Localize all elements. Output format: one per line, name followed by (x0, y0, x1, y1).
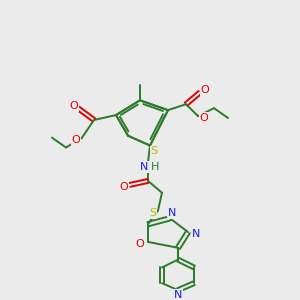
Text: O: O (136, 239, 144, 249)
Text: N: N (140, 162, 148, 172)
Text: H: H (151, 162, 159, 172)
Text: O: O (120, 182, 128, 192)
Text: N: N (168, 208, 176, 218)
Text: O: O (70, 101, 78, 111)
Text: S: S (149, 208, 157, 218)
Text: S: S (150, 146, 158, 156)
Text: O: O (72, 135, 80, 145)
Text: N: N (174, 290, 182, 300)
Text: N: N (192, 229, 200, 239)
Text: O: O (201, 85, 209, 95)
Text: O: O (200, 113, 208, 123)
